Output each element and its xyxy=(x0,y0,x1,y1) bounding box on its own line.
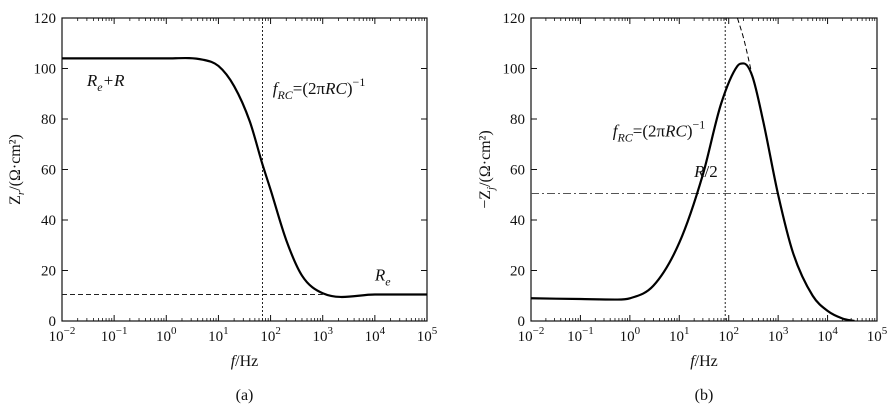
y-tick-label: 0 xyxy=(49,314,57,330)
plot-frame xyxy=(61,17,428,322)
y-tick-label: 40 xyxy=(510,213,525,229)
x-tick-label: 10−2 xyxy=(518,325,545,345)
annotation-frc: fRC=(2πRC)−1 xyxy=(273,75,366,102)
y-tick-label: 120 xyxy=(503,11,526,27)
x-tick-label: 103 xyxy=(312,325,333,345)
x-tick-label: 104 xyxy=(365,325,386,345)
chart-panel-b: 0 20 40 60 80 100 120 10−2 10−1 100 101 102 103 104 10… xyxy=(477,11,888,404)
x-tick-label: 103 xyxy=(768,325,789,345)
y-tick-label: 100 xyxy=(503,62,526,78)
x-tick-label: 102 xyxy=(260,325,281,345)
annotation-r_half: R/2 xyxy=(693,162,718,181)
x-tick-label: 105 xyxy=(417,325,438,345)
y-axis-title: Zr/(Ω·cm²) xyxy=(7,134,27,205)
y-tick-label: 20 xyxy=(41,264,56,280)
annotation-frc: fRC=(2πRC)−1 xyxy=(613,118,706,145)
y-tick-label: 60 xyxy=(510,163,525,179)
y-tick-label: 20 xyxy=(510,264,525,280)
annotation-re: Re xyxy=(374,266,391,289)
x-axis-title: f/Hz xyxy=(690,353,718,370)
y-axis-title: −Zj/(Ω·cm²) xyxy=(477,130,497,209)
y-tick-label: 80 xyxy=(41,112,56,128)
data-series-line xyxy=(62,56,427,299)
panel-label: (a) xyxy=(236,387,254,404)
x-tick-label: 101 xyxy=(208,325,229,345)
x-tick-label: 10−1 xyxy=(567,325,594,345)
panel-label: (b) xyxy=(695,387,714,404)
y-tick-label: 0 xyxy=(518,314,526,330)
x-tick-label: 101 xyxy=(669,325,690,345)
data-series-line xyxy=(531,62,855,321)
y-tick-label: 120 xyxy=(34,11,57,27)
x-axis-title: f/Hz xyxy=(231,353,259,370)
x-tick-label: 10−1 xyxy=(101,325,128,345)
y-tick-label: 100 xyxy=(34,62,57,78)
annotation-re_plus_r: Re+R xyxy=(86,71,125,94)
chart-panel-a: 0 20 40 60 80 100 120 10−2 10−1 100 101 102 103 104 10… xyxy=(7,11,438,404)
x-tick-label: 104 xyxy=(817,325,838,345)
y-tick-label: 60 xyxy=(41,163,56,179)
y-tick-label: 80 xyxy=(510,112,525,128)
x-tick-label: 102 xyxy=(718,325,739,345)
x-tick-label: 100 xyxy=(620,325,641,345)
x-tick-label: 100 xyxy=(156,325,177,345)
x-tick-label: 10−2 xyxy=(49,325,76,345)
asymptote-line xyxy=(736,18,753,77)
x-tick-label: 105 xyxy=(867,325,888,345)
y-tick-label: 40 xyxy=(41,213,56,229)
